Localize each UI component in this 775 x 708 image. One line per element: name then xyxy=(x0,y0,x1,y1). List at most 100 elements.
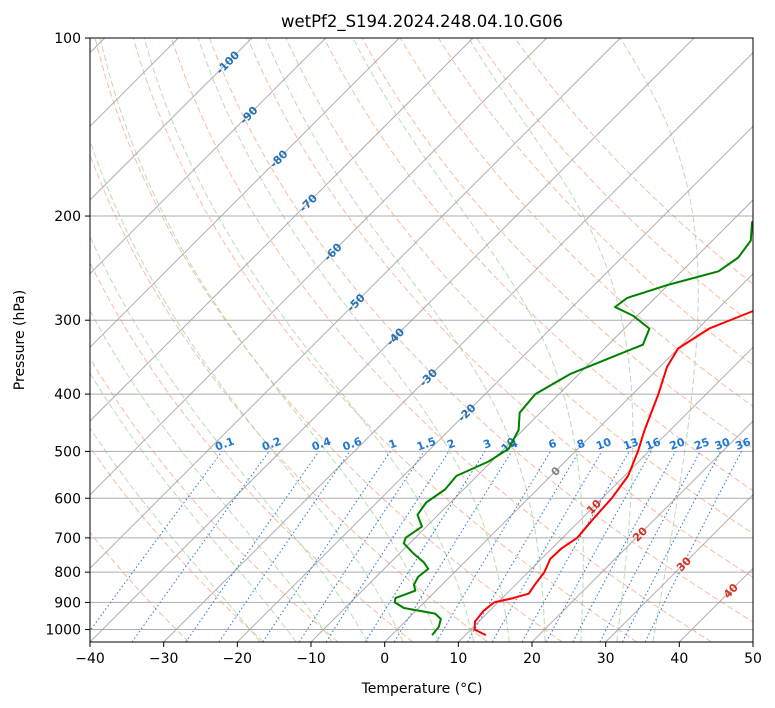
mixing-ratio-label: 0.2 xyxy=(260,435,283,454)
isotherm-line xyxy=(384,272,753,642)
y-tick-label: 200 xyxy=(54,209,81,225)
background-grid xyxy=(90,38,753,642)
mixing-ratio-label: 30 xyxy=(713,435,732,453)
isotherm-line xyxy=(90,38,621,570)
isotherm-line xyxy=(605,493,753,642)
mixing-ratio-label: 4 xyxy=(508,437,520,452)
x-tick-label: −30 xyxy=(149,651,179,667)
plot-background xyxy=(90,38,753,642)
moist-adiabat xyxy=(90,139,404,642)
dry-adiabat xyxy=(90,261,414,642)
moist-adiabat xyxy=(90,309,333,642)
chart-title: wetPf2_S194.2024.248.04.10.G06 xyxy=(281,12,563,32)
x-tick-label: −10 xyxy=(296,651,326,667)
y-tick-label: 600 xyxy=(54,491,81,507)
x-axis: −40 −30 −20 −10 0 10 20 30 40 50 xyxy=(75,642,762,667)
x-tick-label: 10 xyxy=(449,651,467,667)
mixing-ratio-line xyxy=(298,451,425,642)
plot-frame xyxy=(89,37,754,643)
temperature-profile xyxy=(473,309,753,636)
mixing-ratio-line xyxy=(393,451,513,642)
y-tick-label: 800 xyxy=(54,565,81,581)
isotherm-line xyxy=(457,346,753,642)
isotherm-line xyxy=(531,420,753,642)
y-tick-label: 1000 xyxy=(45,622,81,638)
mixing-ratio-label: 20 xyxy=(668,435,687,453)
y-tick-label: 400 xyxy=(54,387,81,403)
moist-adiabat xyxy=(90,427,261,642)
mixing-ratio-label: 25 xyxy=(692,435,711,452)
x-tick-label: 0 xyxy=(380,651,389,667)
mixing-ratio-label: 16 xyxy=(644,435,663,453)
mixing-ratio-label: 0.4 xyxy=(310,435,333,454)
moist-adiabat xyxy=(265,38,546,642)
mixing-ratio-line xyxy=(644,451,742,642)
dry-adiabat xyxy=(285,38,753,535)
isotherm-line xyxy=(163,51,753,642)
dry-adiabat xyxy=(209,38,753,623)
isotherm-line xyxy=(90,38,695,642)
dry-adiabat xyxy=(514,38,753,285)
mixing-ratio-label: 3 xyxy=(481,437,493,452)
profile-lines xyxy=(393,220,753,636)
mixing-ratio-label: 2 xyxy=(445,437,457,452)
y-tick-label: 100 xyxy=(54,31,81,47)
mixing-ratio-line xyxy=(621,451,722,642)
x-tick-label: 40 xyxy=(670,651,688,667)
mixing-ratio-line xyxy=(572,451,676,642)
mixing-ratio-line xyxy=(131,451,270,642)
mixing-ratio-label: 1.5 xyxy=(415,435,438,454)
isotherm-line xyxy=(236,125,753,642)
y-axis: 100 200 300 400 500 600 700 800 900 1000 xyxy=(45,31,90,638)
isotherm-line xyxy=(310,199,753,642)
mixing-ratio-label: 0.6 xyxy=(341,435,364,454)
y-tick-label: 700 xyxy=(54,531,81,547)
isotherm-line xyxy=(90,38,474,422)
isotherm-line xyxy=(90,38,327,275)
mixing-ratio-label: 1 xyxy=(387,437,399,452)
x-tick-label: −40 xyxy=(75,651,105,667)
moist-adiabat xyxy=(99,38,439,642)
mixing-ratio-line xyxy=(90,451,223,632)
x-tick-label: −20 xyxy=(223,651,253,667)
mixing-ratio-label: 36 xyxy=(734,435,753,453)
isotherm-line xyxy=(752,641,753,642)
dry-adiabat xyxy=(132,38,638,642)
mixing-ratio-line xyxy=(325,451,450,642)
mixing-ratio-label: 0.1 xyxy=(213,435,236,454)
isoline-labels: 0.1 0.2 0.4 0.6 1 1.5 2 3 4 6 8 10 13 16 20 25 30 36-100-… xyxy=(213,48,752,601)
moist-adiabat xyxy=(143,38,475,642)
mixing-ratio-line xyxy=(545,451,652,642)
mixing-ratio-line xyxy=(262,451,391,642)
mixing-ratio-label: 6 xyxy=(547,437,559,452)
dry-adiabat xyxy=(90,531,190,642)
dry-adiabat xyxy=(247,38,753,578)
x-axis-label: Temperature (°C) xyxy=(361,681,483,697)
isotherm-line xyxy=(90,38,253,201)
x-tick-label: 30 xyxy=(597,651,615,667)
isotherm-line xyxy=(90,38,400,349)
mixing-ratio-label: 8 xyxy=(575,437,587,452)
dry-adiabat xyxy=(90,357,339,642)
x-tick-label: 20 xyxy=(523,651,541,667)
y-axis-label: Pressure (hPa) xyxy=(12,290,28,390)
y-tick-label: 900 xyxy=(54,595,81,611)
dry-adiabat xyxy=(94,38,563,642)
dewpoint-profile xyxy=(393,220,753,636)
moist-adiabat xyxy=(197,38,510,642)
dry-adiabat xyxy=(399,38,753,408)
dry-adiabat xyxy=(437,38,753,366)
moist-adiabat xyxy=(352,38,584,642)
mixing-ratio-line xyxy=(218,451,351,642)
mixing-ratio-label: 13 xyxy=(622,435,641,452)
y-tick-label: 500 xyxy=(54,444,81,460)
x-tick-label: 50 xyxy=(744,651,762,667)
dry-adiabat xyxy=(90,153,488,642)
isotherm-line xyxy=(90,38,548,496)
mixing-ratio-label: 10 xyxy=(594,435,613,453)
y-tick-label: 300 xyxy=(54,313,81,329)
mixing-ratio-line xyxy=(185,451,320,642)
mixing-ratio-line xyxy=(521,451,630,642)
moist-adiabat xyxy=(90,235,369,642)
